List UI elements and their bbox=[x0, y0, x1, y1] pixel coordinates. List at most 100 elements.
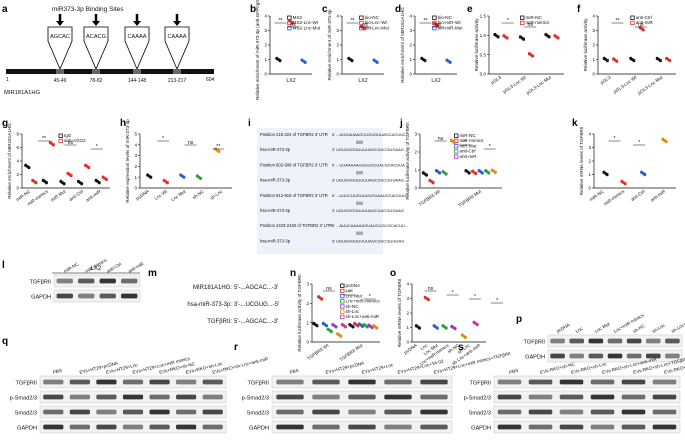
ytick-h-5: 5 bbox=[134, 132, 137, 137]
point-g-0-2 bbox=[27, 166, 31, 170]
blotq-row-3: GAPDH bbox=[17, 425, 37, 431]
blotr-band-2-2 bbox=[348, 409, 376, 415]
annot-c-0: ** bbox=[350, 18, 354, 24]
blotr-band-2-0 bbox=[276, 409, 304, 415]
align-seq-5: 3' UGUGGGGUUUUAGCUUCGUGAAG bbox=[332, 208, 404, 213]
blots-band-0-2 bbox=[559, 379, 584, 385]
point-j-2-2 bbox=[438, 171, 442, 175]
point-j-8-2 bbox=[487, 171, 491, 175]
xcat-g-3: anti-Ctrl bbox=[68, 189, 84, 202]
ylabel-c: Relative enrichment of miR-373-3p bbox=[327, 9, 332, 80]
xcat-n-0: TGFBRII Wt bbox=[306, 342, 330, 361]
legend-swatch-n-1 bbox=[340, 288, 345, 294]
gene-bar bbox=[6, 69, 214, 74]
point-b-1-2 bbox=[291, 21, 295, 25]
point-c-0-2 bbox=[350, 59, 354, 63]
point-c-1-2 bbox=[363, 27, 367, 31]
point-j-0-2 bbox=[425, 173, 429, 177]
blotp-band-0-1 bbox=[569, 338, 584, 344]
blotl-strip-0 bbox=[53, 274, 141, 288]
legend-e-0: miR-NC bbox=[526, 15, 543, 20]
blotp-band-0-4 bbox=[626, 338, 642, 344]
panel-letter-b: b bbox=[250, 4, 256, 15]
ytick-e-2: 1.0 bbox=[480, 33, 487, 38]
annot-g-2: * bbox=[96, 144, 98, 150]
legend-j-0: miR-NC bbox=[459, 133, 476, 138]
site-seq-1: AGCAC bbox=[50, 34, 70, 40]
align-pairs-4: ||||||| bbox=[356, 200, 363, 205]
legend-swatch-e-0 bbox=[520, 15, 525, 20]
blotr-band-0-1 bbox=[312, 379, 340, 385]
blotr-band-1-2 bbox=[348, 394, 376, 400]
panel-letter-f: f bbox=[577, 4, 581, 15]
xcat-h-0: pcDNA bbox=[135, 188, 151, 201]
align-label-5: hsa-miR-373-3p bbox=[260, 208, 291, 213]
annot-o-0: ns bbox=[428, 286, 434, 292]
chart-g: g 0 2 4 6 8 Relative enrichment of MIR181A1HG m… bbox=[2, 118, 110, 207]
legend-n-4: sh-NC bbox=[346, 304, 360, 309]
blotr-row-2: Smad2/3 bbox=[247, 410, 269, 416]
point-k-3-2 bbox=[664, 140, 668, 144]
point-j-1-2 bbox=[431, 181, 435, 185]
xcat-h-2: Lnc Mut bbox=[170, 188, 187, 202]
panel-letter-g: g bbox=[2, 118, 8, 129]
blotp-lane-4: sh-NC bbox=[632, 323, 646, 334]
point-j-6-2 bbox=[474, 172, 478, 176]
ylabel-j: Relative luciferase activity of TGFBRII bbox=[405, 122, 410, 199]
m-row1-label: MIR181A1HG: bbox=[193, 285, 232, 291]
legend-n-1: Lnc bbox=[346, 288, 354, 293]
legend-swatch-n-5 bbox=[340, 309, 345, 314]
chart-j: j 0 1 2 3 Relative luciferase activity of TGF… bbox=[399, 118, 502, 208]
ytick-n-0: 0 bbox=[306, 340, 309, 345]
binding-sites-title: miR373-3p Binding Sites bbox=[52, 6, 124, 13]
blotq-band-0-3 bbox=[122, 379, 144, 385]
legend-swatch-c-1 bbox=[359, 20, 364, 26]
ytick-d-3: 3 bbox=[409, 28, 412, 33]
blotl-band-1-3 bbox=[121, 293, 138, 299]
point-g-4-2 bbox=[62, 182, 66, 186]
point-e-3-2 bbox=[531, 54, 535, 58]
ytick-b-1: 1 bbox=[264, 57, 267, 62]
blotr-band-3-2 bbox=[348, 424, 376, 430]
ylabel-g: Relative enrichment of MIR181A1HG bbox=[7, 123, 12, 199]
blotl-band-0-3 bbox=[121, 278, 138, 284]
blotl-lane-2: anti-Ctrl bbox=[106, 261, 122, 273]
ytick-n-3: 3 bbox=[306, 282, 309, 287]
binding-site-arrows bbox=[56, 14, 181, 26]
point-n-12-2 bbox=[375, 326, 379, 330]
ytick-k-1: 1 bbox=[588, 172, 591, 177]
blotr-band-0-3 bbox=[384, 379, 412, 385]
ytick-o-2: 2 bbox=[406, 311, 409, 316]
annot-g-1: ns bbox=[68, 140, 74, 146]
legend-n-3: Lnc+miR-mimics bbox=[346, 299, 381, 304]
ylabel-d: Relative enrichment of MIR181A1HG bbox=[400, 7, 405, 83]
align-pairs-2: ||||||| bbox=[356, 169, 363, 174]
point-f-2-2 bbox=[632, 59, 636, 63]
gene-name: MIR181A1HG bbox=[4, 90, 41, 96]
ytick-c-4: 4 bbox=[336, 14, 339, 19]
legend-swatch-b-2 bbox=[287, 25, 292, 31]
point-e-5-2 bbox=[556, 36, 560, 40]
blots-band-2-3 bbox=[590, 409, 615, 415]
blotr-band-1-1 bbox=[312, 394, 340, 400]
point-j-5-2 bbox=[467, 171, 471, 175]
ytick-d-4: 4 bbox=[409, 14, 412, 19]
ytick-n-2: 2 bbox=[306, 301, 309, 306]
panel-letter-h: h bbox=[120, 118, 126, 129]
blotl-band-1-2 bbox=[99, 293, 116, 299]
blotq-band-3-3 bbox=[122, 424, 144, 430]
point-k-2-2 bbox=[643, 173, 647, 177]
point-n-1-2 bbox=[320, 297, 324, 301]
ytick-g-1: 2 bbox=[16, 172, 19, 177]
blotp-band-0-3 bbox=[607, 338, 623, 344]
blots-band-0-1 bbox=[528, 379, 553, 385]
legend-g-0: IgG bbox=[64, 133, 72, 138]
panel-q: q PBS EVs+HT29+pcDNAEVs+HT29+LncEVs+HT29+… bbox=[2, 336, 269, 434]
ytick-h-2: 2 bbox=[134, 164, 137, 169]
blotr-band-3-1 bbox=[312, 424, 340, 430]
blotr-row-3: GAPDH bbox=[249, 425, 269, 431]
gene-start: 1 bbox=[6, 77, 9, 83]
ytick-g-4: 8 bbox=[16, 132, 19, 137]
legend-swatch-f-0 bbox=[630, 15, 635, 20]
